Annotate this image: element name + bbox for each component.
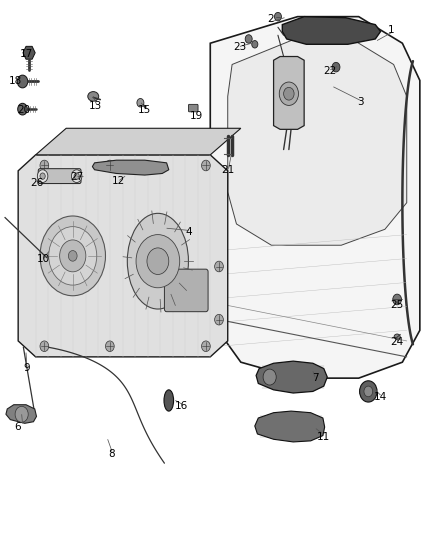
- Text: 12: 12: [112, 176, 125, 187]
- Text: 22: 22: [323, 66, 336, 76]
- Text: 6: 6: [14, 422, 21, 432]
- Polygon shape: [283, 17, 381, 44]
- Polygon shape: [35, 128, 241, 155]
- Ellipse shape: [88, 92, 99, 101]
- Circle shape: [279, 82, 298, 106]
- Polygon shape: [274, 56, 304, 130]
- Circle shape: [201, 160, 210, 171]
- Text: 18: 18: [8, 77, 22, 86]
- Circle shape: [40, 173, 45, 179]
- Circle shape: [364, 386, 373, 397]
- Text: 1: 1: [388, 25, 395, 35]
- Text: 20: 20: [17, 104, 30, 115]
- Text: 11: 11: [317, 432, 330, 442]
- Text: 9: 9: [24, 362, 30, 373]
- Text: 16: 16: [175, 401, 188, 411]
- Text: 3: 3: [357, 96, 364, 107]
- Text: 26: 26: [30, 177, 43, 188]
- FancyBboxPatch shape: [164, 269, 208, 312]
- Text: 10: 10: [37, 254, 50, 263]
- Circle shape: [68, 251, 77, 261]
- Circle shape: [215, 314, 223, 325]
- Text: 14: 14: [374, 392, 387, 402]
- Circle shape: [49, 227, 97, 285]
- Text: 19: 19: [190, 111, 203, 121]
- FancyBboxPatch shape: [38, 168, 81, 183]
- Circle shape: [40, 341, 49, 352]
- Text: 7: 7: [312, 373, 318, 383]
- Text: 23: 23: [233, 43, 247, 52]
- Circle shape: [332, 62, 340, 72]
- Circle shape: [106, 160, 114, 171]
- Circle shape: [393, 294, 402, 305]
- Circle shape: [275, 12, 282, 21]
- Polygon shape: [210, 17, 420, 378]
- Circle shape: [136, 235, 180, 288]
- Text: 24: 24: [391, 337, 404, 347]
- Text: 8: 8: [109, 449, 115, 458]
- Circle shape: [252, 41, 258, 48]
- Text: 4: 4: [185, 227, 192, 237]
- Circle shape: [71, 169, 82, 182]
- Circle shape: [60, 240, 86, 272]
- Text: 15: 15: [138, 104, 152, 115]
- Text: 21: 21: [221, 165, 234, 175]
- Polygon shape: [255, 411, 325, 442]
- Circle shape: [137, 99, 144, 107]
- Text: 25: 25: [391, 300, 404, 310]
- Ellipse shape: [164, 390, 173, 411]
- Circle shape: [37, 169, 48, 182]
- Text: 13: 13: [89, 101, 102, 111]
- Text: 2: 2: [267, 14, 274, 25]
- Circle shape: [245, 35, 252, 43]
- Circle shape: [284, 87, 294, 100]
- Polygon shape: [228, 38, 407, 245]
- Circle shape: [18, 103, 27, 115]
- Circle shape: [106, 341, 114, 352]
- Circle shape: [15, 406, 28, 422]
- Polygon shape: [6, 405, 36, 423]
- Polygon shape: [18, 155, 228, 357]
- Circle shape: [263, 369, 276, 385]
- Text: 27: 27: [71, 172, 84, 182]
- Circle shape: [17, 75, 28, 88]
- Circle shape: [215, 261, 223, 272]
- Circle shape: [360, 381, 377, 402]
- Circle shape: [74, 173, 79, 179]
- Ellipse shape: [394, 334, 400, 340]
- Text: 17: 17: [19, 49, 33, 59]
- Polygon shape: [256, 361, 327, 393]
- Circle shape: [147, 248, 169, 274]
- Circle shape: [201, 341, 210, 352]
- FancyBboxPatch shape: [188, 104, 198, 112]
- Circle shape: [40, 216, 106, 296]
- Circle shape: [40, 160, 49, 171]
- Polygon shape: [92, 160, 169, 175]
- Ellipse shape: [127, 213, 188, 309]
